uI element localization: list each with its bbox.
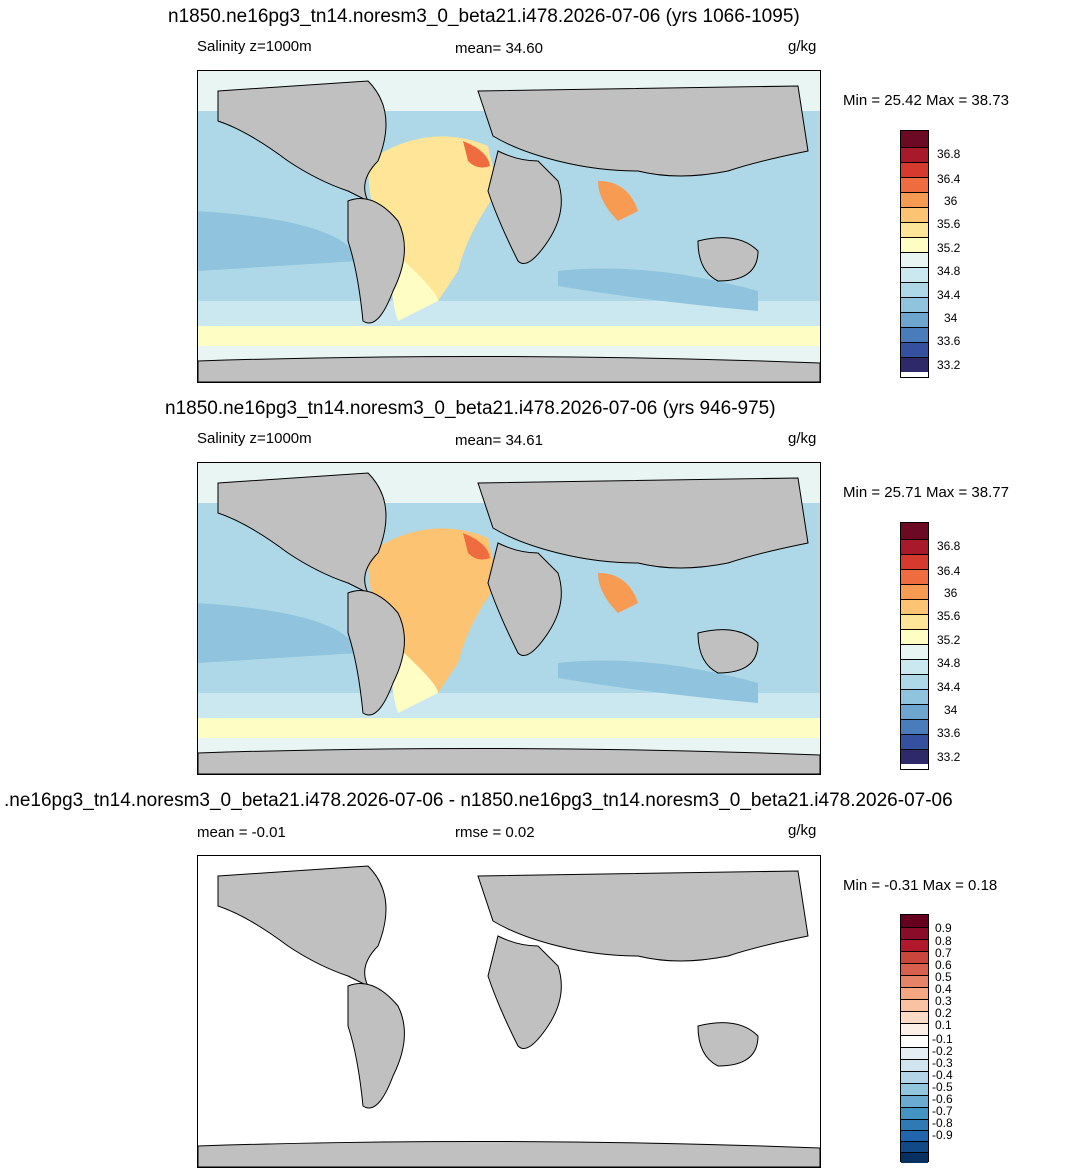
panel1-map [197,70,821,383]
panel3-map [197,855,821,1168]
colorbar-label: -0.7 [932,1104,953,1118]
australia [697,237,759,282]
colorbar-label: 0.6 [935,958,952,972]
continents [198,472,820,774]
panel2-mean-label: mean= 34.61 [455,432,543,449]
panel1-title: n1850.ne16pg3_tn14.noresm3_0_beta21.i478… [168,6,800,27]
panel3-minmax: Min = -0.31 Max = 0.18 [843,877,998,894]
colorbar-label: -0.2 [932,1044,953,1058]
panel2-colorbar [900,522,929,770]
indian-band [558,660,758,703]
colorbar-label: 36.4 [937,172,961,186]
colorbar-label: 33.6 [937,726,961,740]
east-pacific-band [198,603,358,663]
panel3-rmse-label: rmse = 0.02 [455,824,535,841]
panel3-title: .ne16pg3_tn14.noresm3_0_beta21.i478.2026… [4,790,953,811]
colorbar-label: 33.6 [937,334,961,348]
colorbar-label: 36.8 [937,147,961,161]
colorbar-label: -0.6 [932,1092,953,1106]
colorbar-label: 34.4 [937,288,961,302]
southern-band-b [198,718,820,738]
antarctica [198,1140,820,1167]
panel2-variable-label: Salinity z=1000m [197,430,312,447]
panel1-minmax: Min = 25.42 Max = 38.73 [843,92,1009,109]
colorbar-label: -0.9 [932,1128,953,1142]
colorbar-label: 34.4 [937,680,961,694]
southern-band-b [198,326,820,346]
africa [487,150,562,264]
arabian-sea [598,573,638,613]
colorbar-label: 34.8 [937,656,961,670]
continents [198,80,820,382]
colorbar-label: 33.2 [937,750,961,764]
mediterranean-outflow [463,141,490,168]
south-atlantic [391,643,438,713]
eurasia [477,85,809,177]
colorbar-label: -0.4 [932,1068,953,1082]
mediterranean-outflow [463,533,490,560]
arabian-sea [598,181,638,221]
colorbar-label: 0.5 [935,970,952,984]
colorbar-label: 36 [944,194,958,208]
colorbar-label: 0.2 [935,1006,952,1020]
colorbar-label: 35.2 [937,633,961,647]
colorbar-label: 0.9 [935,921,952,935]
colorbar-label: 36 [944,586,958,600]
panel1-variable-label: Salinity z=1000m [197,38,312,55]
panel2-title: n1850.ne16pg3_tn14.noresm3_0_beta21.i478… [165,398,776,419]
panel3-mean-label: mean = -0.01 [197,824,286,841]
colorbar-label: 34.8 [937,264,961,278]
antarctica [198,355,820,382]
colorbar-label: 36.8 [937,539,961,553]
south-america [347,198,405,324]
south-america [347,983,405,1109]
north-america [217,472,387,595]
colorbar-label: 34 [944,703,958,717]
colorbar-label: -0.1 [932,1032,953,1046]
panel1-units-label: g/kg [788,38,817,55]
panel1-colorbar [900,130,929,378]
east-pacific-band [198,211,358,271]
colorbar-label: 0.7 [935,946,952,960]
colorbar-label: 34 [944,311,958,325]
colorbar-label: 0.4 [935,982,952,996]
south-atlantic [391,251,438,321]
panel2-units-label: g/kg [788,430,817,447]
colorbar-label: 33.2 [937,358,961,372]
australia [697,629,759,674]
colorbar-label: -0.8 [932,1116,953,1130]
colorbar-label: -0.5 [932,1080,953,1094]
indian-band [558,268,758,311]
africa [487,542,562,656]
north-america [217,80,387,203]
panel1-map-svg [198,71,820,382]
colorbar-label: 35.6 [937,217,961,231]
colorbar-label: 0.8 [935,934,952,948]
colorbar-label: 0.3 [935,994,952,1008]
panel3-colorbar [900,914,929,1163]
panel1-mean-label: mean= 34.60 [455,40,543,57]
south-america [347,590,405,716]
eurasia [477,477,809,569]
colorbar-label: 36.4 [937,564,961,578]
colorbar-label: -0.3 [932,1056,953,1070]
panel3-map-svg [198,856,820,1167]
panel2-minmax: Min = 25.71 Max = 38.77 [843,484,1009,501]
panel3-units-label: g/kg [788,822,817,839]
colorbar-label: 35.2 [937,241,961,255]
panel2-map [197,462,821,775]
africa [487,935,562,1049]
eurasia [477,870,809,962]
antarctica [198,747,820,774]
colorbar-label: 35.6 [937,609,961,623]
australia [697,1022,759,1067]
panel2-map-svg [198,463,820,774]
colorbar-label: 0.1 [935,1018,952,1032]
continents [198,865,820,1167]
north-america [217,865,387,988]
